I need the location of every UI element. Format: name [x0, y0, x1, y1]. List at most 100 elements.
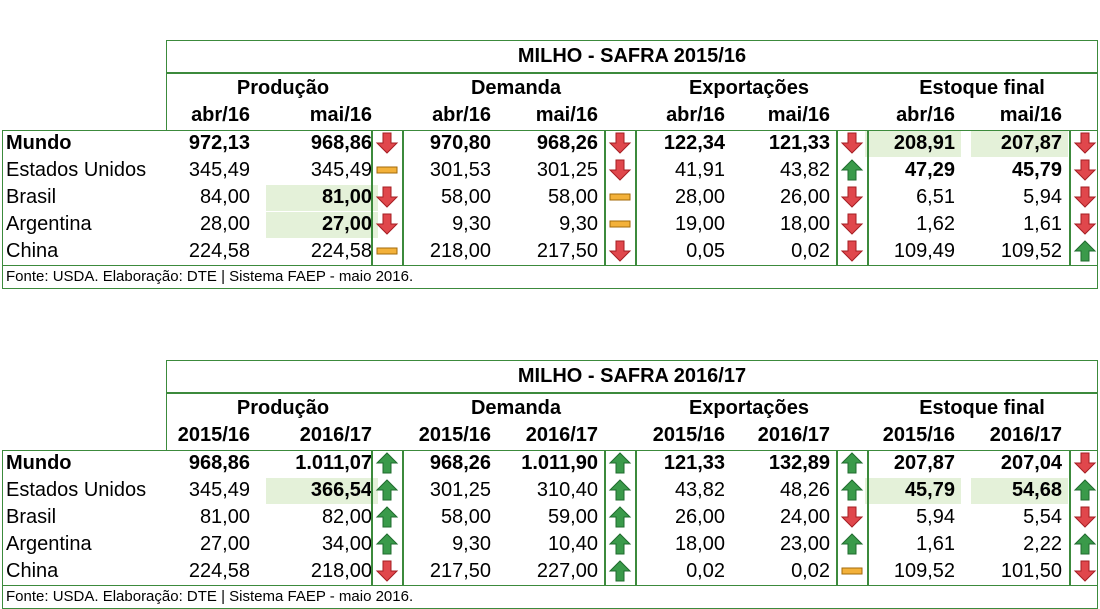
red-down-arrow-icon: [840, 185, 864, 209]
value-cell: 345,49: [188, 479, 250, 501]
red-down-arrow-icon: [375, 559, 399, 583]
value-cell: 5,54: [1023, 506, 1062, 528]
sub-header: abr/16: [432, 104, 491, 126]
group-header: Produção: [236, 77, 330, 99]
sub-header: 2016/17: [525, 424, 598, 446]
green-up-arrow-icon: [375, 505, 399, 529]
orange-dash-icon: [608, 185, 632, 209]
orange-dash-icon: [840, 559, 864, 583]
column-separator: [402, 130, 404, 265]
green-up-arrow-icon: [840, 478, 864, 502]
value-cell: 968,86: [310, 132, 372, 154]
value-cell: 43,82: [674, 479, 725, 501]
column-separator: [604, 130, 606, 265]
sub-header: mai/16: [767, 104, 830, 126]
orange-dash-icon-svg: [376, 166, 398, 174]
value-cell: 132,89: [768, 452, 830, 474]
value-cell: 301,25: [536, 159, 598, 181]
title-underline: [166, 72, 1098, 74]
red-down-arrow-icon: [840, 212, 864, 236]
value-cell: 1,62: [916, 213, 955, 235]
value-cell: 9,30: [559, 213, 598, 235]
green-up-arrow-icon-svg: [375, 533, 399, 555]
group-header: Produção: [236, 397, 330, 419]
value-cell: 218,00: [429, 240, 491, 262]
value-cell: 0,02: [791, 240, 830, 262]
value-cell: 0,02: [686, 560, 725, 582]
value-cell: 121,33: [768, 132, 830, 154]
red-down-arrow-icon: [1073, 158, 1097, 182]
orange-dash-icon-svg: [841, 567, 863, 575]
sub-header: 2015/16: [418, 424, 491, 446]
highlight-cell: [266, 212, 378, 238]
value-cell: 59,00: [547, 506, 598, 528]
red-down-arrow-icon-svg: [1073, 452, 1097, 474]
red-down-arrow-icon-svg: [840, 240, 864, 262]
green-up-arrow-icon-svg: [840, 452, 864, 474]
red-down-arrow-icon-svg: [608, 159, 632, 181]
orange-dash-icon: [375, 239, 399, 263]
value-cell: 5,94: [916, 506, 955, 528]
value-cell: 26,00: [674, 506, 725, 528]
orange-dash-icon-svg: [376, 247, 398, 255]
value-cell: 227,00: [536, 560, 598, 582]
green-up-arrow-icon: [840, 532, 864, 556]
red-down-arrow-icon: [608, 158, 632, 182]
row-label: Mundo: [6, 452, 72, 474]
highlight-cell: [865, 478, 961, 504]
green-up-arrow-icon-svg: [1073, 240, 1097, 262]
column-separator: [1069, 130, 1071, 265]
column-separator: [635, 450, 637, 585]
red-down-arrow-icon: [1073, 131, 1097, 155]
value-cell: 27,00: [199, 533, 250, 555]
value-cell: 28,00: [674, 186, 725, 208]
green-up-arrow-icon-svg: [840, 533, 864, 555]
value-cell: 47,29: [904, 159, 955, 181]
sub-header: 2016/17: [757, 424, 830, 446]
value-cell: 18,00: [779, 213, 830, 235]
value-cell: 208,91: [893, 132, 955, 154]
red-down-arrow-icon-svg: [375, 132, 399, 154]
green-up-arrow-icon-svg: [375, 452, 399, 474]
value-cell: 1.011,07: [295, 452, 372, 474]
highlight-cell: [971, 131, 1068, 157]
value-cell: 34,00: [321, 533, 372, 555]
sub-header: abr/16: [666, 104, 725, 126]
red-down-arrow-icon-svg: [1073, 159, 1097, 181]
red-down-arrow-icon-svg: [375, 213, 399, 235]
value-cell: 207,04: [1000, 452, 1062, 474]
green-up-arrow-icon-svg: [608, 452, 632, 474]
row-label: Estados Unidos: [6, 479, 147, 501]
source-note: Fonte: USDA. Elaboração: DTE | Sistema F…: [6, 588, 414, 605]
green-up-arrow-icon: [608, 478, 632, 502]
red-down-arrow-icon-svg: [840, 213, 864, 235]
sub-header: 2016/17: [989, 424, 1062, 446]
value-cell: 84,00: [199, 186, 250, 208]
column-separator: [604, 450, 606, 585]
red-down-arrow-icon: [608, 131, 632, 155]
green-up-arrow-icon: [1073, 532, 1097, 556]
red-down-arrow-icon-svg: [840, 132, 864, 154]
green-up-arrow-icon-svg: [608, 560, 632, 582]
red-down-arrow-icon: [1073, 505, 1097, 529]
green-up-arrow-icon: [840, 451, 864, 475]
red-down-arrow-icon: [1073, 559, 1097, 583]
value-cell: 1,61: [1023, 213, 1062, 235]
value-cell: 121,33: [663, 452, 725, 474]
highlight-cell: [266, 478, 378, 504]
row-label: Brasil: [6, 506, 57, 528]
value-cell: 58,00: [547, 186, 598, 208]
column-separator: [402, 450, 404, 585]
red-down-arrow-icon: [840, 505, 864, 529]
highlight-cell: [266, 185, 378, 211]
green-up-arrow-icon: [375, 478, 399, 502]
highlight-cell: [865, 131, 961, 157]
value-cell: 58,00: [440, 186, 491, 208]
value-cell: 54,68: [1011, 479, 1062, 501]
red-down-arrow-icon-svg: [375, 560, 399, 582]
red-down-arrow-icon: [1073, 451, 1097, 475]
column-separator: [836, 130, 838, 265]
value-cell: 24,00: [779, 506, 830, 528]
red-down-arrow-icon: [840, 131, 864, 155]
column-separator: [635, 130, 637, 265]
